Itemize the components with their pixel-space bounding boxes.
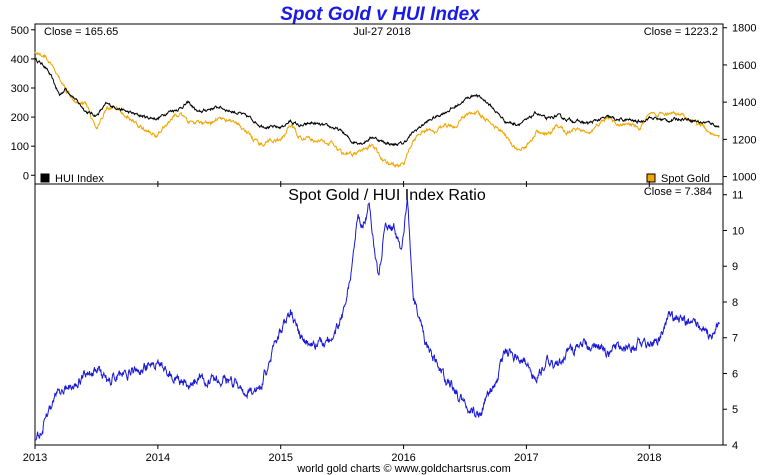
ratio-series-line bbox=[34, 196, 720, 441]
chart-title: Spot Gold v HUI Index bbox=[280, 4, 481, 25]
year-tick-label: 2015 bbox=[268, 452, 292, 464]
gold-axis-ticks: 1000 1200 1400 1600 1800 bbox=[723, 23, 756, 184]
ratio-axis-ticks: 4 5 6 7 8 9 10 11 bbox=[723, 190, 744, 452]
year-axis-ticks: 2013 2014 2015 2016 2017 2018 bbox=[23, 181, 662, 464]
hui-tick-label: 200 bbox=[11, 112, 29, 124]
legend-hui-swatch bbox=[40, 173, 50, 183]
ratio-tick-label: 6 bbox=[732, 368, 738, 380]
gold-close-label: Close = 1223.2 bbox=[644, 26, 718, 38]
hui-close-label: Close = 165.65 bbox=[44, 26, 118, 38]
ratio-tick-label: 9 bbox=[732, 261, 738, 273]
year-tick-label: 2014 bbox=[146, 452, 170, 464]
gold-tick-label: 1400 bbox=[732, 97, 756, 109]
gold-series-line bbox=[34, 51, 720, 169]
ratio-tick-label: 7 bbox=[732, 333, 738, 345]
bottom-panel-frame bbox=[34, 183, 724, 446]
gold-tick-label: 1800 bbox=[732, 23, 756, 35]
ratio-tick-label: 10 bbox=[732, 225, 744, 237]
footer-credit: world gold charts © www.goldchartsrus.co… bbox=[296, 463, 511, 475]
gold-tick-label: 1600 bbox=[732, 60, 756, 72]
hui-tick-label: 500 bbox=[11, 25, 29, 37]
legend-hui-label: HUI Index bbox=[55, 173, 104, 185]
top-panel-frame bbox=[34, 23, 724, 185]
hui-tick-label: 300 bbox=[11, 83, 29, 95]
hui-tick-label: 100 bbox=[11, 141, 29, 153]
ratio-tick-label: 8 bbox=[732, 297, 738, 309]
gold-tick-label: 1200 bbox=[732, 134, 756, 146]
ratio-tick-label: 4 bbox=[732, 440, 738, 452]
hui-axis-ticks: 0 100 200 300 400 500 bbox=[11, 25, 35, 182]
year-tick-label: 2016 bbox=[391, 452, 415, 464]
date-label: Jul-27 2018 bbox=[353, 26, 411, 38]
year-tick-label: 2018 bbox=[637, 452, 661, 464]
hui-series-line bbox=[34, 57, 720, 147]
ratio-tick-label: 5 bbox=[732, 404, 738, 416]
year-tick-label: 2017 bbox=[514, 452, 538, 464]
year-tick-label: 2013 bbox=[23, 452, 47, 464]
hui-tick-label: 0 bbox=[23, 170, 29, 182]
ratio-title: Spot Gold / HUI Index Ratio bbox=[288, 187, 486, 204]
legend-gold-label: Spot Gold bbox=[661, 173, 710, 185]
ratio-tick-label: 11 bbox=[732, 190, 743, 202]
gold-tick-label: 1000 bbox=[732, 172, 756, 184]
ratio-close-label: Close = 7.384 bbox=[644, 186, 712, 198]
legend-gold-swatch bbox=[646, 173, 656, 183]
hui-tick-label: 400 bbox=[11, 54, 29, 66]
